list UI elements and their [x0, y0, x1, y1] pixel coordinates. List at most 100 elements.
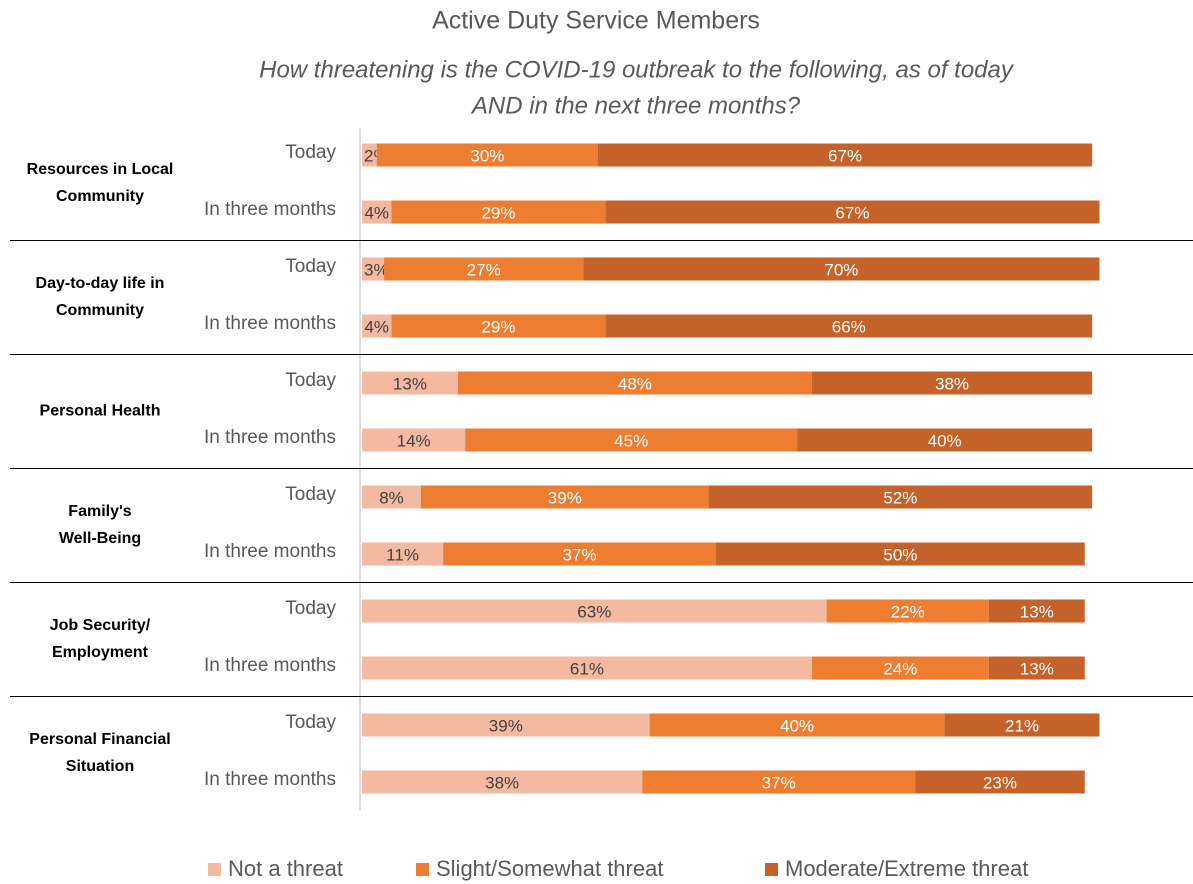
bar-segment: [988, 656, 1085, 680]
group-label: Employment: [52, 644, 149, 661]
value-label: 13%: [393, 374, 427, 393]
value-label: 37%: [563, 545, 597, 564]
bar-segment: [391, 314, 606, 338]
bar-segment: [598, 143, 1093, 167]
bar-segment: [362, 542, 444, 566]
chart-title: Active Duty Service Members: [432, 7, 760, 35]
bar-segment: [457, 371, 812, 395]
bar-segment: [362, 656, 812, 680]
bar-segment: [642, 770, 916, 794]
y-tick-label: Today: [285, 598, 336, 619]
bar-segment: [362, 485, 421, 509]
bar-segment: [443, 542, 716, 566]
value-label: 63%: [577, 602, 611, 621]
bar-segment: [421, 485, 709, 509]
value-label: 30%: [470, 146, 504, 165]
value-label: 3%: [364, 260, 389, 279]
bar-segment: [362, 428, 466, 452]
y-tick-label: Today: [285, 142, 336, 163]
value-label: 67%: [828, 146, 862, 165]
y-tick-label: In three months: [204, 313, 336, 334]
chart-subtitle: How threatening is the COVID-19 outbreak…: [259, 56, 1015, 83]
value-label: 52%: [883, 488, 917, 507]
value-label: 13%: [1020, 659, 1054, 678]
bar-segment: [811, 371, 1093, 395]
group-label: Job Security/: [50, 617, 151, 634]
bar-segment: [811, 656, 989, 680]
legend-swatch: [416, 863, 429, 876]
group-label: Community: [56, 302, 144, 319]
group-label: Personal Health: [40, 403, 161, 420]
group-label: Personal Financial: [29, 731, 170, 748]
y-tick-label: Today: [285, 370, 336, 391]
bar-segment: [384, 257, 584, 281]
bar-segment: [605, 314, 1093, 338]
bar-segment: [362, 713, 650, 737]
legend-label: Moderate/Extreme threat: [785, 856, 1028, 881]
legend-swatch: [765, 863, 778, 876]
bar-segment: [583, 257, 1100, 281]
bar-segment: [362, 599, 827, 623]
value-label: 50%: [883, 545, 917, 564]
group-label: Well-Being: [59, 530, 141, 547]
value-label: 39%: [548, 488, 582, 507]
y-tick-label: Today: [285, 484, 336, 505]
bar-segment: [362, 143, 377, 167]
bar-segment: [826, 599, 989, 623]
bar-segment: [988, 599, 1085, 623]
group-label: Family's: [68, 503, 131, 520]
y-tick-label: In three months: [204, 769, 336, 790]
value-label: 11%: [386, 545, 419, 564]
value-label: 38%: [935, 374, 969, 393]
bar-segment: [362, 371, 458, 395]
value-label: 45%: [614, 431, 648, 450]
bar-segment: [605, 200, 1100, 224]
value-label: 40%: [780, 716, 814, 735]
y-tick-label: In three months: [204, 541, 336, 562]
value-label: 13%: [1020, 602, 1054, 621]
value-label: 40%: [928, 431, 962, 450]
legend-swatch: [208, 863, 221, 876]
value-label: 4%: [364, 203, 389, 222]
group-label: Day-to-day life in: [36, 275, 165, 292]
value-label: 70%: [824, 260, 858, 279]
value-label: 4%: [364, 317, 389, 336]
bar-segment: [716, 542, 1085, 566]
bar-segment: [362, 314, 392, 338]
value-label: 37%: [762, 773, 796, 792]
bar-segment: [362, 770, 643, 794]
value-label: 38%: [485, 773, 519, 792]
bar-segment: [915, 770, 1085, 794]
legend-label: Slight/Somewhat threat: [436, 856, 663, 881]
value-label: 24%: [883, 659, 917, 678]
value-label: 29%: [481, 203, 515, 222]
value-label: 14%: [397, 431, 431, 450]
value-label: 21%: [1005, 716, 1039, 735]
bar-segment: [708, 485, 1093, 509]
value-label: 27%: [467, 260, 501, 279]
value-label: 67%: [835, 203, 869, 222]
chart-subtitle: AND in the next three months?: [470, 92, 801, 119]
value-label: 29%: [481, 317, 515, 336]
bar-segment: [797, 428, 1093, 452]
group-label: Situation: [66, 758, 134, 775]
bar-segment: [391, 200, 606, 224]
bar-segment: [362, 257, 385, 281]
bar-segment: [376, 143, 598, 167]
y-tick-label: Today: [285, 256, 336, 277]
legend-label: Not a threat: [228, 856, 343, 881]
value-label: 66%: [832, 317, 866, 336]
bar-segment: [465, 428, 798, 452]
group-label: Resources in Local: [27, 161, 174, 178]
value-label: 8%: [379, 488, 404, 507]
bar-segment: [649, 713, 945, 737]
bar-segment: [944, 713, 1100, 737]
value-label: 61%: [570, 659, 604, 678]
group-label: Community: [56, 188, 144, 205]
value-label: 48%: [618, 374, 652, 393]
value-label: 22%: [891, 602, 925, 621]
value-label: 23%: [983, 773, 1017, 792]
y-tick-label: Today: [285, 712, 336, 733]
bar-segment: [362, 200, 392, 224]
